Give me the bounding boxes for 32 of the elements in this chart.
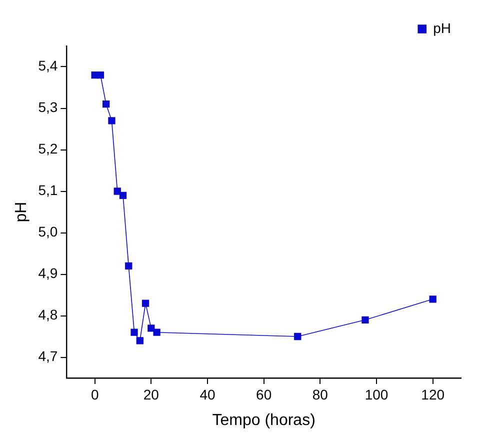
point bbox=[108, 117, 116, 124]
x-axis-title: Tempo (horas) bbox=[212, 412, 316, 429]
y-tick-label: 5,2 bbox=[38, 140, 58, 157]
point bbox=[136, 337, 144, 344]
point bbox=[130, 328, 138, 336]
y-tick-label: 4,7 bbox=[38, 348, 58, 364]
point bbox=[429, 296, 436, 303]
point bbox=[102, 100, 110, 108]
x-tick-label: 60 bbox=[256, 386, 272, 402]
point bbox=[114, 188, 121, 195]
y-tick-label: 4,8 bbox=[38, 306, 58, 323]
y-axis-title: pH bbox=[13, 202, 30, 222]
point bbox=[125, 262, 132, 270]
x-tick-label: 80 bbox=[312, 386, 328, 402]
x-tick-label: 40 bbox=[200, 386, 216, 402]
x-tick-label: 100 bbox=[364, 386, 388, 402]
point bbox=[96, 71, 104, 79]
point bbox=[153, 328, 160, 336]
y-tick-label: 5,3 bbox=[38, 99, 58, 116]
x-tick-label: 20 bbox=[143, 386, 160, 402]
point bbox=[119, 192, 127, 199]
x-tick-label: 120 bbox=[421, 386, 445, 402]
x-tick-label: 0 bbox=[90, 386, 99, 402]
legend-label: pH bbox=[433, 20, 452, 36]
point bbox=[148, 324, 155, 332]
y-tick-label: 5,0 bbox=[38, 224, 58, 240]
point bbox=[294, 332, 302, 340]
y-tick-label: 5,4 bbox=[38, 58, 58, 74]
point bbox=[142, 300, 150, 307]
y-tick-label: 5,1 bbox=[38, 182, 58, 198]
point bbox=[362, 316, 369, 324]
y-tick-label: 4,9 bbox=[38, 265, 58, 282]
